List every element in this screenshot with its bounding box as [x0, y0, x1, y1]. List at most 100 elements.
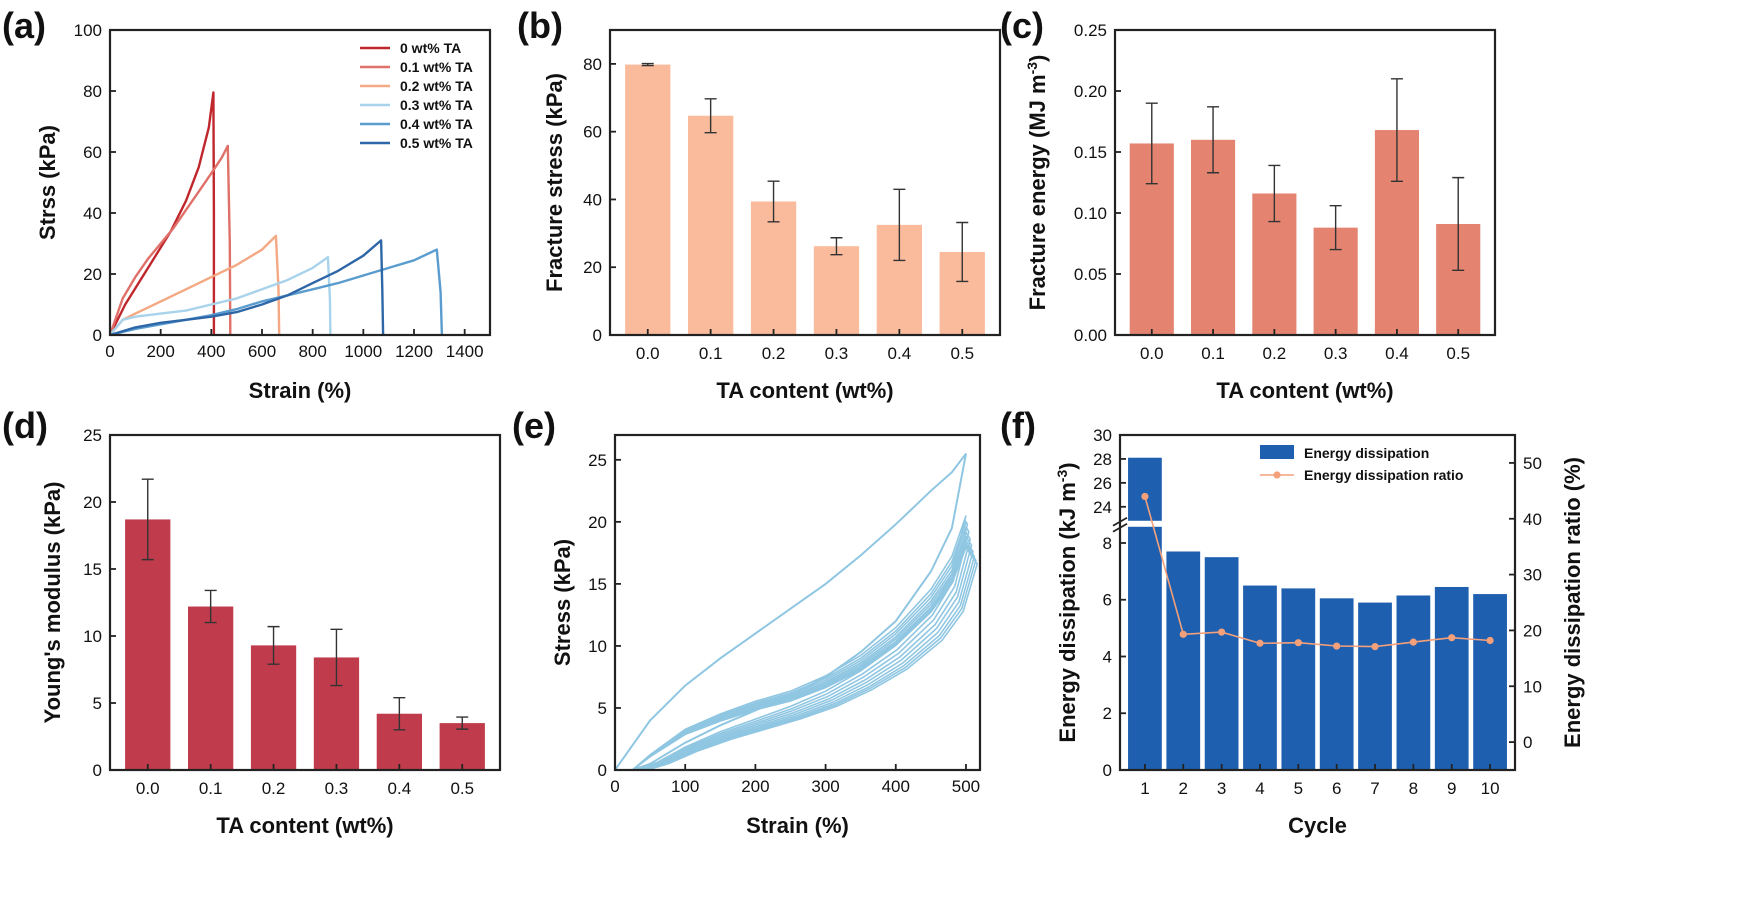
y-tick-label: 20	[83, 493, 102, 512]
panel-label: (d)	[2, 405, 48, 446]
y-right-tick-label: 40	[1523, 510, 1542, 529]
legend-label: 0.5 wt% TA	[400, 135, 473, 151]
error-bar	[704, 98, 717, 134]
cycle-line-1	[614, 452, 967, 771]
panel-label: (e)	[512, 405, 556, 446]
y-tick-label: 0	[593, 326, 602, 345]
x-tick-label: 500	[952, 777, 980, 796]
x-axis-title: TA content (wt%)	[1216, 378, 1393, 403]
ratio-point	[1448, 634, 1456, 642]
y-tick-label: 0.00	[1074, 326, 1107, 345]
legend-label: 0.1 wt% TA	[400, 59, 473, 75]
series-line-2	[108, 144, 232, 336]
cycle-line-2	[631, 515, 967, 771]
x-tick-label: 0.2	[762, 344, 786, 363]
y-tick-label: 80	[583, 55, 602, 74]
x-tick-label: 0.3	[325, 779, 349, 798]
x-tick-label: 200	[146, 342, 174, 361]
y-tick-label: 0.10	[1074, 204, 1107, 223]
cycle-line-4	[631, 525, 970, 771]
bar	[1128, 457, 1162, 770]
bar	[250, 645, 297, 770]
legend-swatch-marker	[1273, 471, 1281, 479]
x-tick-label: 0.0	[1140, 344, 1164, 363]
cycle-line-5	[631, 530, 972, 771]
y-axis-title: Fracture energy (MJ m-3)	[1024, 55, 1050, 311]
y-right-tick-label: 10	[1523, 677, 1542, 696]
y-axis-title: Fracture stress (kPa)	[542, 73, 567, 292]
x-axis-title: Strain (%)	[249, 378, 352, 403]
x-tick-label: 1	[1140, 779, 1149, 798]
error-bar	[893, 188, 906, 262]
error-bar	[1329, 204, 1342, 251]
series-line-6	[109, 239, 385, 337]
x-tick-label: 0.1	[199, 779, 223, 798]
y-left-tick-label: 0	[1103, 761, 1112, 780]
plot-frame	[613, 433, 982, 772]
error-bar	[767, 180, 780, 223]
error-bar	[456, 716, 469, 730]
x-tick-label: 200	[741, 777, 769, 796]
y-tick-label: 20	[588, 513, 607, 532]
plot-frame	[608, 28, 1002, 337]
cycle-line-10	[632, 545, 979, 771]
y-tick-label: 0.20	[1074, 82, 1107, 101]
y-left-tick-label: 28	[1093, 450, 1112, 469]
bar	[688, 115, 734, 335]
cycle-line-6	[632, 534, 973, 771]
y-left-tick-label: 6	[1103, 591, 1112, 610]
ratio-point	[1333, 642, 1341, 650]
error-bar	[393, 696, 406, 731]
ratio-point	[1218, 628, 1226, 636]
y-left-tick-label: 2	[1103, 704, 1112, 723]
y-right-axis-title: Energy dissipation ratio (%)	[1560, 457, 1585, 748]
x-tick-label: 0.4	[1385, 344, 1409, 363]
legend-label: Energy dissipation ratio	[1304, 467, 1463, 483]
x-axis-title: TA content (wt%)	[716, 378, 893, 403]
x-tick-label: 0.4	[888, 344, 912, 363]
x-tick-label: 0.2	[1263, 344, 1287, 363]
y-right-tick-label: 20	[1523, 621, 1542, 640]
y-left-tick-label: 4	[1103, 647, 1112, 666]
panel-label: (f)	[1000, 405, 1036, 446]
y-tick-label: 10	[83, 627, 102, 646]
x-tick-label: 1400	[446, 342, 484, 361]
y-tick-label: 80	[83, 82, 102, 101]
legend-label: 0.2 wt% TA	[400, 78, 473, 94]
x-tick-label: 4	[1255, 779, 1264, 798]
x-tick-label: 100	[671, 777, 699, 796]
x-tick-label: 0.5	[450, 779, 474, 798]
series-line-4	[109, 256, 332, 336]
ratio-point	[1409, 638, 1417, 646]
x-tick-label: 1200	[395, 342, 433, 361]
x-tick-label: 9	[1447, 779, 1456, 798]
y-left-tick-label: 30	[1093, 426, 1112, 445]
y-tick-label: 0	[93, 326, 102, 345]
bar	[625, 64, 671, 336]
y-right-tick-label: 30	[1523, 566, 1542, 585]
x-tick-label: 2	[1179, 779, 1188, 798]
y-tick-label: 40	[583, 190, 602, 209]
x-tick-label: 600	[248, 342, 276, 361]
y-tick-label: 20	[583, 258, 602, 277]
y-tick-label: 60	[83, 143, 102, 162]
x-tick-label: 0.3	[825, 344, 849, 363]
x-tick-label: 0	[610, 777, 619, 796]
x-tick-label: 0.0	[136, 779, 160, 798]
series-line-1	[108, 91, 216, 336]
plot-frame	[108, 28, 492, 337]
panel-label: (b)	[517, 5, 563, 46]
panel-d-youngs-modulus: 0.0 0.1 0.2 0.3 0.4 0.5 0 5 10 15 20 25 TA content (…	[2, 405, 502, 838]
y-tick-label: 0.15	[1074, 143, 1107, 162]
x-tick-label: 1000	[344, 342, 382, 361]
panel-b-fracture-stress: 0.0 0.1 0.2 0.3 0.4 0.5 0 20 40 60 80 TA content (w…	[517, 5, 1002, 403]
y-tick-label: 15	[83, 560, 102, 579]
plot-frame	[1118, 433, 1517, 772]
bar	[813, 246, 860, 335]
y-axis-title: Strss (kPa)	[35, 125, 60, 240]
x-tick-label: 7	[1370, 779, 1379, 798]
plot-frame	[108, 433, 502, 772]
x-tick-label: 0.1	[1201, 344, 1225, 363]
error-bar	[956, 221, 969, 283]
bar	[1473, 594, 1507, 770]
